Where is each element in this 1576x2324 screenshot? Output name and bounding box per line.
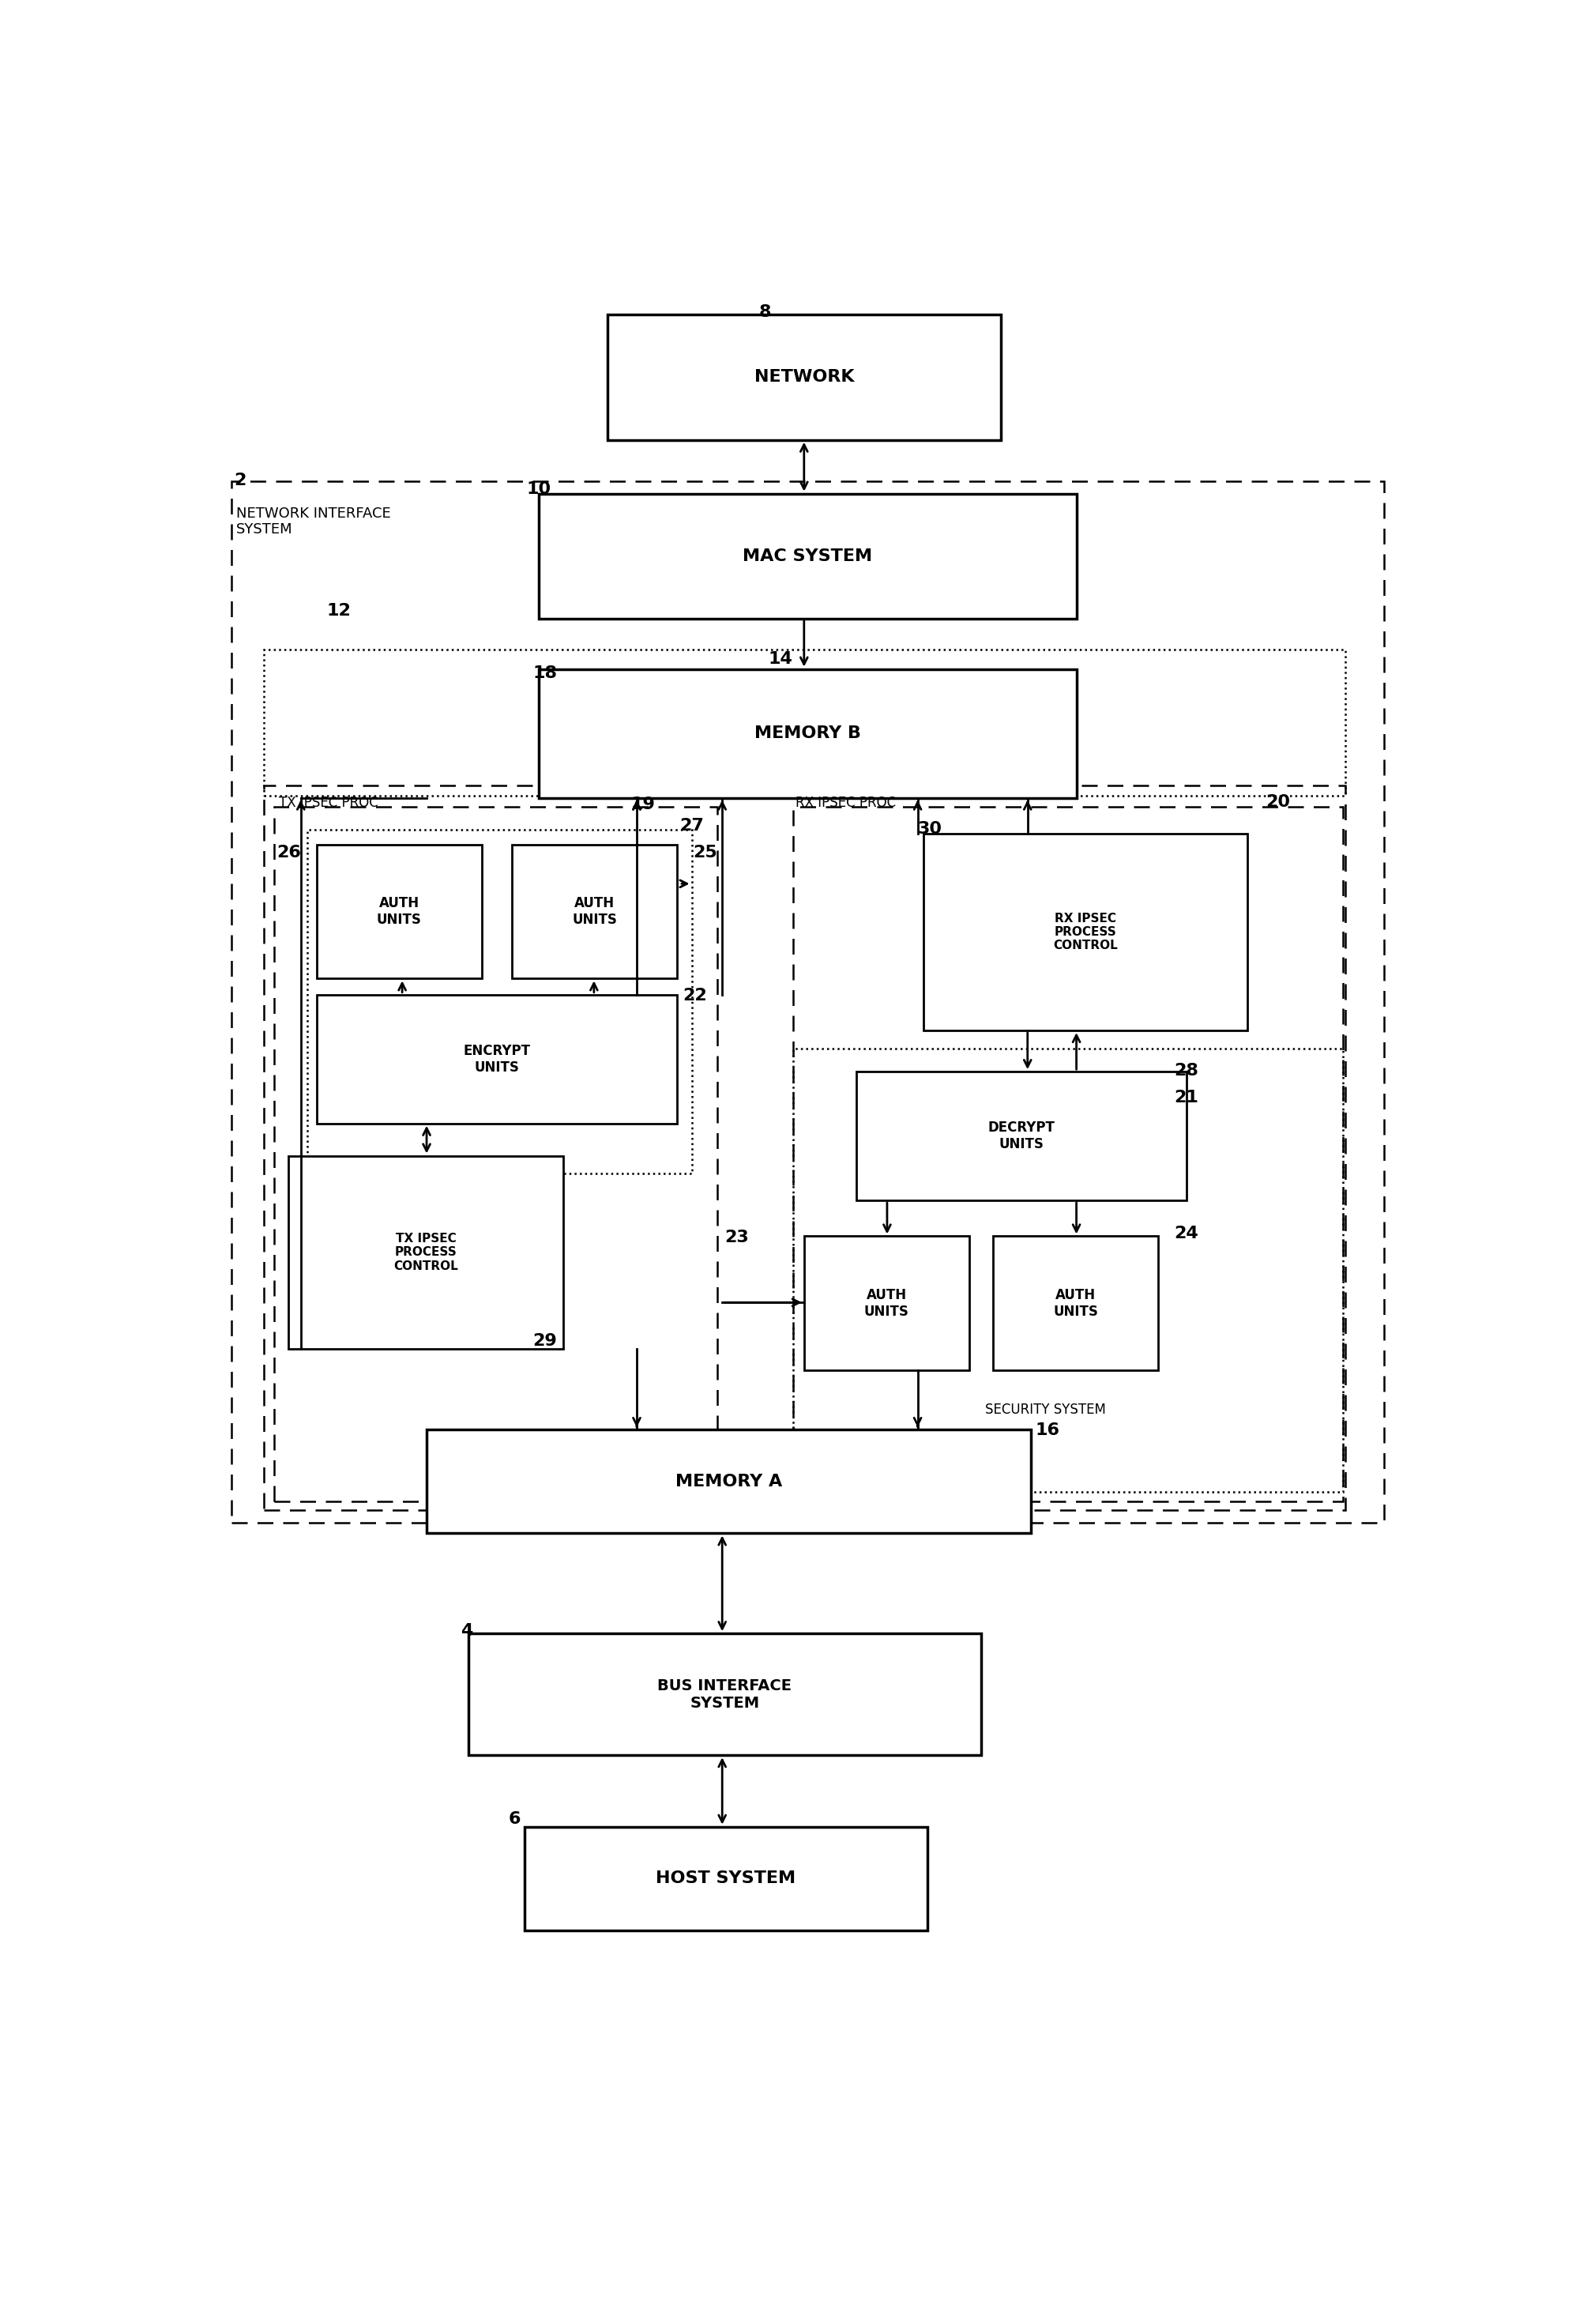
Text: TX IPSEC PROC: TX IPSEC PROC bbox=[279, 797, 378, 811]
Text: NETWORK INTERFACE
SYSTEM: NETWORK INTERFACE SYSTEM bbox=[236, 507, 391, 537]
Bar bbox=[468, 1634, 982, 1755]
Text: ENCRYPT
UNITS: ENCRYPT UNITS bbox=[463, 1043, 531, 1074]
Bar bbox=[793, 1048, 1343, 1492]
Text: 28: 28 bbox=[1174, 1062, 1198, 1078]
Bar bbox=[539, 669, 1076, 797]
Text: 4: 4 bbox=[460, 1622, 473, 1638]
Text: DECRYPT
UNITS: DECRYPT UNITS bbox=[988, 1120, 1054, 1150]
Bar bbox=[993, 1236, 1158, 1371]
Bar bbox=[512, 844, 678, 978]
Text: 29: 29 bbox=[533, 1334, 558, 1348]
Text: 10: 10 bbox=[526, 481, 552, 497]
Text: 20: 20 bbox=[1266, 795, 1291, 811]
Text: 26: 26 bbox=[276, 844, 301, 860]
Text: RX IPSEC PROC: RX IPSEC PROC bbox=[796, 797, 895, 811]
Text: 25: 25 bbox=[693, 844, 717, 860]
Bar bbox=[307, 830, 692, 1174]
Text: 6: 6 bbox=[509, 1810, 520, 1827]
Text: AUTH
UNITS: AUTH UNITS bbox=[572, 897, 618, 927]
Text: TX IPSEC
PROCESS
CONTROL: TX IPSEC PROCESS CONTROL bbox=[394, 1232, 459, 1271]
Text: 27: 27 bbox=[679, 818, 704, 834]
Text: 24: 24 bbox=[1174, 1225, 1198, 1241]
Text: BUS INTERFACE
SYSTEM: BUS INTERFACE SYSTEM bbox=[657, 1678, 791, 1710]
Bar bbox=[427, 1429, 1031, 1534]
Text: RX IPSEC
PROCESS
CONTROL: RX IPSEC PROCESS CONTROL bbox=[1053, 913, 1117, 953]
Text: 30: 30 bbox=[917, 820, 942, 837]
Text: 22: 22 bbox=[682, 988, 708, 1004]
Text: MAC SYSTEM: MAC SYSTEM bbox=[742, 548, 873, 565]
Bar bbox=[288, 1155, 564, 1348]
Text: AUTH
UNITS: AUTH UNITS bbox=[377, 897, 422, 927]
Text: 16: 16 bbox=[1035, 1422, 1059, 1439]
Text: 18: 18 bbox=[533, 665, 558, 681]
Bar bbox=[265, 648, 1346, 797]
Text: 19: 19 bbox=[630, 797, 656, 811]
Bar bbox=[265, 786, 1346, 1511]
Bar bbox=[607, 314, 1001, 439]
Text: 23: 23 bbox=[725, 1229, 749, 1246]
Bar bbox=[317, 844, 482, 978]
Text: SECURITY SYSTEM: SECURITY SYSTEM bbox=[985, 1404, 1106, 1418]
Text: NETWORK: NETWORK bbox=[753, 370, 854, 386]
Bar bbox=[793, 806, 1343, 1501]
Text: AUTH
UNITS: AUTH UNITS bbox=[864, 1287, 909, 1318]
Text: MEMORY A: MEMORY A bbox=[676, 1473, 782, 1490]
Bar bbox=[924, 834, 1248, 1030]
Bar bbox=[525, 1827, 927, 1931]
Text: 8: 8 bbox=[760, 304, 771, 321]
Bar bbox=[317, 995, 678, 1122]
Text: HOST SYSTEM: HOST SYSTEM bbox=[656, 1871, 796, 1887]
Bar bbox=[232, 481, 1384, 1522]
Text: 2: 2 bbox=[233, 472, 246, 488]
Text: AUTH
UNITS: AUTH UNITS bbox=[1053, 1287, 1098, 1318]
Bar bbox=[804, 1236, 969, 1371]
Text: MEMORY B: MEMORY B bbox=[755, 725, 860, 741]
Bar bbox=[539, 493, 1076, 618]
Text: 21: 21 bbox=[1174, 1090, 1198, 1106]
Bar bbox=[857, 1071, 1187, 1202]
Text: 14: 14 bbox=[769, 651, 793, 667]
Text: 12: 12 bbox=[326, 602, 351, 618]
Bar bbox=[274, 806, 717, 1501]
